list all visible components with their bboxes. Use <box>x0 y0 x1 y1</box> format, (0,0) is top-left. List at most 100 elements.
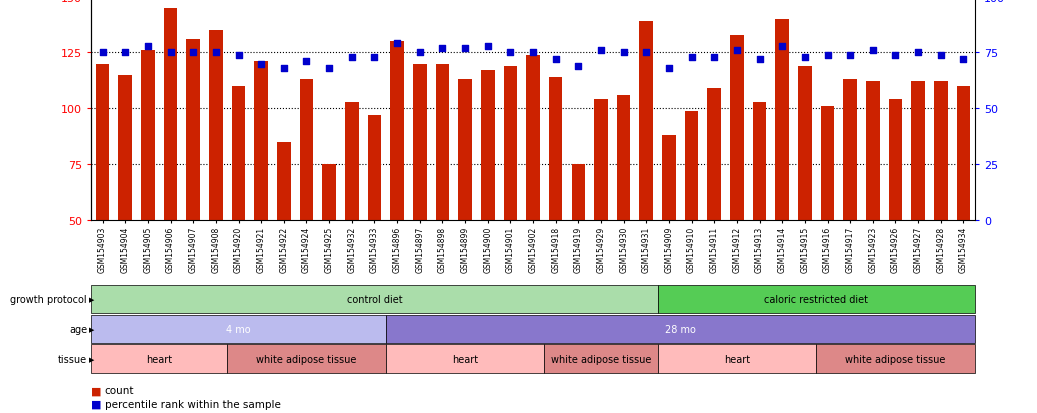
Point <box>479 43 496 50</box>
Bar <box>843 80 857 221</box>
Point <box>162 50 178 57</box>
Bar <box>707 89 721 221</box>
Point <box>412 50 428 57</box>
Point <box>706 55 723 61</box>
Bar <box>776 20 789 221</box>
Point <box>456 45 473 52</box>
Text: heart: heart <box>452 354 478 364</box>
Bar <box>118 76 132 221</box>
Bar <box>209 31 223 221</box>
Bar <box>300 80 313 221</box>
Bar <box>912 82 925 221</box>
Bar <box>254 62 268 221</box>
Point <box>207 50 224 57</box>
Bar <box>345 102 359 221</box>
Point <box>774 43 790 50</box>
Point <box>366 55 383 61</box>
Point <box>502 50 518 57</box>
Point <box>389 41 405 47</box>
Bar <box>481 71 495 221</box>
Point <box>230 52 247 59</box>
Point <box>593 48 610 55</box>
Bar <box>889 100 902 221</box>
Bar <box>390 42 403 221</box>
Bar <box>458 80 472 221</box>
Point <box>661 66 677 72</box>
Bar <box>386 315 975 344</box>
Bar <box>866 82 879 221</box>
Bar <box>277 142 290 221</box>
Bar <box>957 87 971 221</box>
Bar <box>323 165 336 221</box>
Text: heart: heart <box>724 354 750 364</box>
Point <box>276 66 292 72</box>
Text: white adipose tissue: white adipose tissue <box>845 354 946 364</box>
Bar <box>657 285 975 314</box>
Text: white adipose tissue: white adipose tissue <box>256 354 357 364</box>
Text: ■: ■ <box>91 385 102 395</box>
Bar <box>231 87 246 221</box>
Bar <box>663 136 676 221</box>
Point <box>185 50 201 57</box>
Bar <box>227 344 386 373</box>
Bar <box>91 344 227 373</box>
Text: ▶: ▶ <box>89 356 94 362</box>
Point <box>796 55 813 61</box>
Bar <box>95 64 109 221</box>
Point <box>729 48 746 55</box>
Bar <box>934 82 948 221</box>
Point <box>888 52 904 59</box>
Point <box>435 45 451 52</box>
Text: 28 mo: 28 mo <box>665 324 696 334</box>
Bar <box>544 344 657 373</box>
Text: count: count <box>105 385 134 395</box>
Point <box>253 61 270 68</box>
Bar <box>753 102 766 221</box>
Bar <box>640 22 653 221</box>
Point <box>909 50 926 57</box>
Text: ■: ■ <box>91 399 102 409</box>
Bar <box>571 165 585 221</box>
Bar <box>684 111 698 221</box>
Bar <box>187 40 200 221</box>
Point <box>525 50 541 57</box>
Text: heart: heart <box>146 354 172 364</box>
Point <box>117 50 134 57</box>
Bar <box>617 96 630 221</box>
Bar <box>820 107 835 221</box>
Bar <box>386 344 544 373</box>
Bar <box>164 9 177 221</box>
Bar <box>594 100 608 221</box>
Bar <box>526 55 540 221</box>
Text: age: age <box>69 324 87 334</box>
Text: 4 mo: 4 mo <box>226 324 251 334</box>
Point <box>819 52 836 59</box>
Point <box>140 43 157 50</box>
Bar <box>730 36 744 221</box>
Point <box>548 57 564 63</box>
Bar <box>816 344 975 373</box>
Point <box>932 52 949 59</box>
Bar <box>91 315 386 344</box>
Bar <box>798 66 812 221</box>
Bar <box>549 78 562 221</box>
Text: growth protocol: growth protocol <box>10 294 87 304</box>
Point <box>343 55 360 61</box>
Point <box>299 59 315 66</box>
Bar <box>413 64 426 221</box>
Point <box>865 48 881 55</box>
Text: ▶: ▶ <box>89 297 94 302</box>
Text: white adipose tissue: white adipose tissue <box>551 354 651 364</box>
Point <box>570 63 587 70</box>
Text: caloric restricted diet: caloric restricted diet <box>764 294 868 304</box>
Text: percentile rank within the sample: percentile rank within the sample <box>105 399 281 409</box>
Point <box>751 57 767 63</box>
Text: tissue: tissue <box>58 354 87 364</box>
Point <box>94 50 111 57</box>
Bar <box>368 116 382 221</box>
Bar <box>141 51 155 221</box>
Point <box>955 57 972 63</box>
Text: ▶: ▶ <box>89 326 94 332</box>
Bar <box>91 285 657 314</box>
Bar <box>504 66 517 221</box>
